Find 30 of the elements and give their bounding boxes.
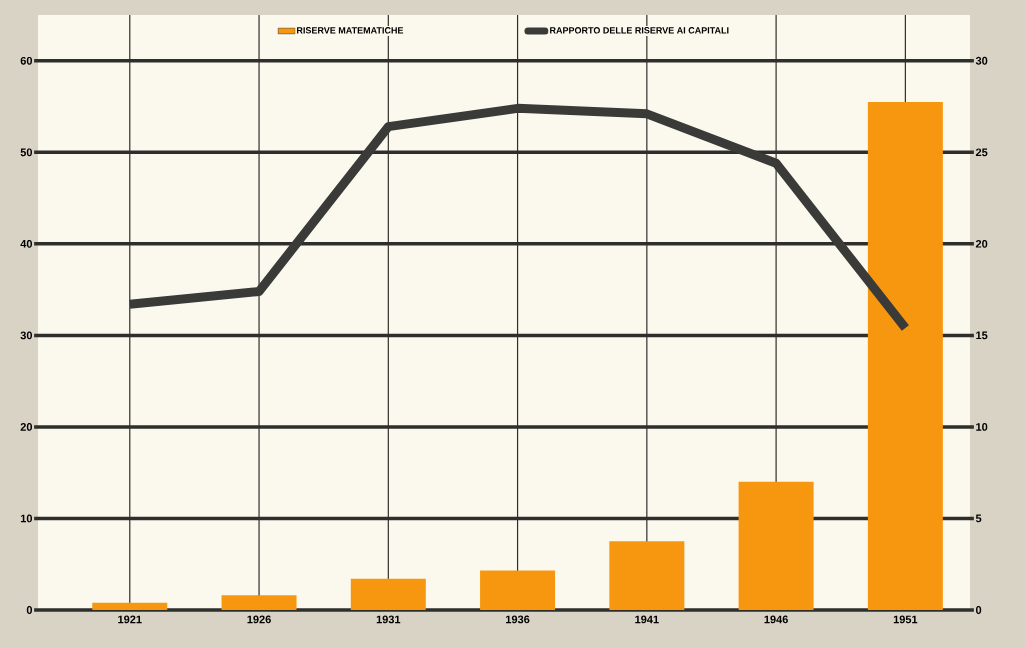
bar — [350, 578, 426, 610]
bar — [867, 101, 943, 610]
x-tick-label: 1921 — [118, 615, 142, 624]
bar — [92, 602, 168, 610]
bar — [738, 481, 814, 610]
y2-tick-label: 30 — [975, 56, 988, 65]
y2-tick-label: 10 — [976, 423, 988, 431]
x-tick-label: 1926 — [247, 615, 271, 624]
y-tick-label: 20 — [20, 423, 33, 431]
bar — [480, 570, 556, 610]
y2-tick-label: 5 — [975, 514, 982, 523]
y2-tick-label: 20 — [975, 239, 988, 248]
y2-tick-label: 15 — [976, 331, 988, 340]
x-tick-label: 1946 — [764, 615, 788, 624]
x-tick-label: 1936 — [506, 615, 530, 624]
y-tick-label: 40 — [20, 239, 33, 248]
y-tick-label: 30 — [20, 331, 33, 340]
y-tick-label: 10 — [20, 514, 33, 523]
legend-label: RISERVE MATEMATICHE — [297, 27, 404, 34]
bar — [221, 595, 297, 610]
y-tick-label: 0 — [26, 606, 33, 614]
y-tick-label: 60 — [20, 56, 33, 65]
bar — [609, 541, 685, 610]
legend-label: RAPPORTO DELLE RISERVE AI CAPITALI — [550, 27, 729, 34]
y2-tick-label: 0 — [975, 606, 982, 614]
y2-tick-label: 25 — [975, 148, 988, 157]
x-tick-label: 1951 — [893, 615, 918, 624]
y-tick-label: 50 — [20, 148, 33, 157]
x-tick-label: 1941 — [635, 615, 659, 624]
x-tick-label: 1931 — [376, 615, 401, 624]
